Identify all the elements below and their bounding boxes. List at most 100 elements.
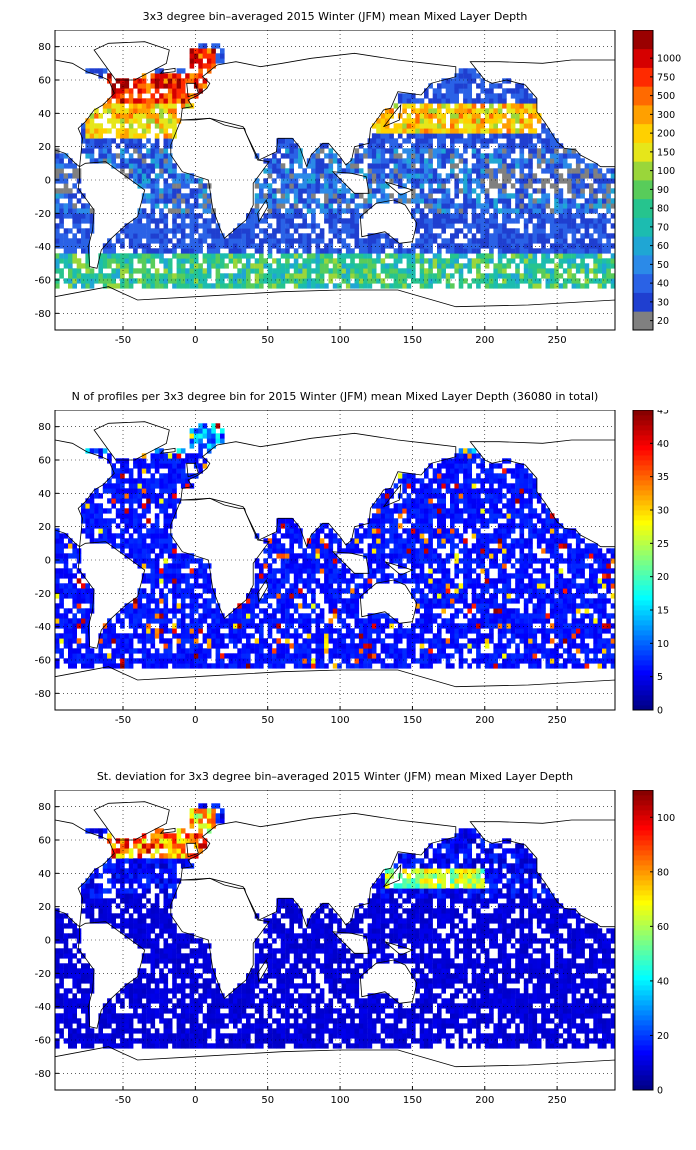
bin-cell bbox=[298, 188, 303, 193]
bin-cell bbox=[324, 153, 329, 158]
bin-cell bbox=[580, 178, 585, 183]
bin-cell bbox=[55, 593, 60, 598]
bin-cell bbox=[259, 633, 264, 638]
bin-cell bbox=[559, 158, 564, 163]
bin-cell bbox=[285, 568, 290, 573]
bin-cell bbox=[437, 268, 442, 273]
bin-cell bbox=[155, 458, 160, 463]
bin-cell bbox=[216, 438, 221, 443]
bin-cell bbox=[415, 203, 420, 208]
bin-cell bbox=[493, 178, 498, 183]
bin-cell bbox=[129, 253, 134, 258]
bin-cell bbox=[515, 253, 520, 258]
bin-cell bbox=[298, 643, 303, 648]
bin-cell bbox=[177, 173, 182, 178]
bin-cell bbox=[164, 233, 169, 238]
bin-cell bbox=[329, 178, 334, 183]
bin-cell bbox=[72, 618, 77, 623]
bin-cell bbox=[559, 213, 564, 218]
bin-cell bbox=[480, 208, 485, 213]
bin-cell bbox=[472, 188, 477, 193]
bin-cell bbox=[294, 148, 299, 153]
bin-cell bbox=[572, 253, 577, 258]
bin-cell bbox=[398, 253, 403, 258]
bin-cell bbox=[520, 123, 525, 128]
bin-cell bbox=[381, 193, 386, 198]
bin-cell bbox=[164, 148, 169, 153]
bin-cell bbox=[90, 498, 95, 503]
bin-cell bbox=[142, 243, 147, 248]
bin-cell bbox=[333, 263, 338, 268]
bin-cell bbox=[463, 138, 468, 143]
bin-cell bbox=[64, 233, 69, 238]
bin-cell bbox=[320, 613, 325, 618]
bin-cell bbox=[172, 493, 177, 498]
bin-cell bbox=[489, 213, 494, 218]
bin-cell bbox=[98, 653, 103, 658]
bin-cell bbox=[394, 248, 399, 253]
bin-cell bbox=[281, 248, 286, 253]
bin-cell bbox=[55, 228, 60, 233]
x-tick-label: 250 bbox=[548, 335, 567, 346]
bin-cell bbox=[563, 178, 568, 183]
bin-cell bbox=[585, 198, 590, 203]
bin-cell bbox=[224, 623, 229, 628]
bin-cell bbox=[289, 213, 294, 218]
bin-cell bbox=[489, 238, 494, 243]
bin-cell bbox=[125, 488, 130, 493]
bin-cell bbox=[272, 618, 277, 623]
bin-cell bbox=[472, 223, 477, 228]
bin-cell bbox=[125, 113, 130, 118]
bin-cell bbox=[480, 138, 485, 143]
bin-cell bbox=[107, 248, 112, 253]
bin-cell bbox=[125, 643, 130, 648]
bin-cell bbox=[203, 638, 208, 643]
bin-cell bbox=[346, 598, 351, 603]
bin-cell bbox=[129, 503, 134, 508]
bin-cell bbox=[541, 263, 546, 268]
bin-cell bbox=[107, 148, 112, 153]
bin-cell bbox=[554, 253, 559, 258]
bin-cell bbox=[181, 478, 186, 483]
bin-cell bbox=[224, 273, 229, 278]
bin-cell bbox=[576, 268, 581, 273]
bin-cell bbox=[138, 638, 143, 643]
bin-cell bbox=[563, 148, 568, 153]
bin-cell bbox=[194, 278, 199, 283]
bin-cell bbox=[72, 203, 77, 208]
bin-cell bbox=[337, 238, 342, 243]
bin-cell bbox=[493, 243, 498, 248]
bin-cell bbox=[194, 578, 199, 583]
bin-cell bbox=[77, 603, 82, 608]
bin-cell bbox=[181, 603, 186, 608]
bin-cell bbox=[502, 188, 507, 193]
bin-cell bbox=[172, 468, 177, 473]
bin-cell bbox=[116, 618, 121, 623]
bin-cell bbox=[224, 238, 229, 243]
bin-cell bbox=[250, 663, 255, 668]
bin-cell bbox=[359, 243, 364, 248]
bin-cell bbox=[216, 43, 221, 48]
bin-cell bbox=[567, 178, 572, 183]
bin-cell bbox=[381, 268, 386, 273]
bin-cell bbox=[259, 273, 264, 278]
bin-cell bbox=[259, 663, 264, 668]
bin-cell bbox=[433, 258, 438, 263]
bin-cell bbox=[107, 453, 112, 458]
bin-cell bbox=[450, 248, 455, 253]
bin-cell bbox=[454, 163, 459, 168]
bin-cell bbox=[103, 128, 108, 133]
bin-cell bbox=[159, 83, 164, 88]
bin-cell bbox=[602, 228, 607, 233]
bin-cell bbox=[576, 213, 581, 218]
bin-cell bbox=[355, 538, 360, 543]
bin-cell bbox=[346, 243, 351, 248]
bin-cell bbox=[316, 623, 321, 628]
bin-cell bbox=[428, 223, 433, 228]
bin-cell bbox=[585, 253, 590, 258]
bin-cell bbox=[433, 148, 438, 153]
bin-cell bbox=[302, 233, 307, 238]
bin-cell bbox=[107, 488, 112, 493]
bin-cell bbox=[90, 658, 95, 663]
bin-cell bbox=[138, 278, 143, 283]
